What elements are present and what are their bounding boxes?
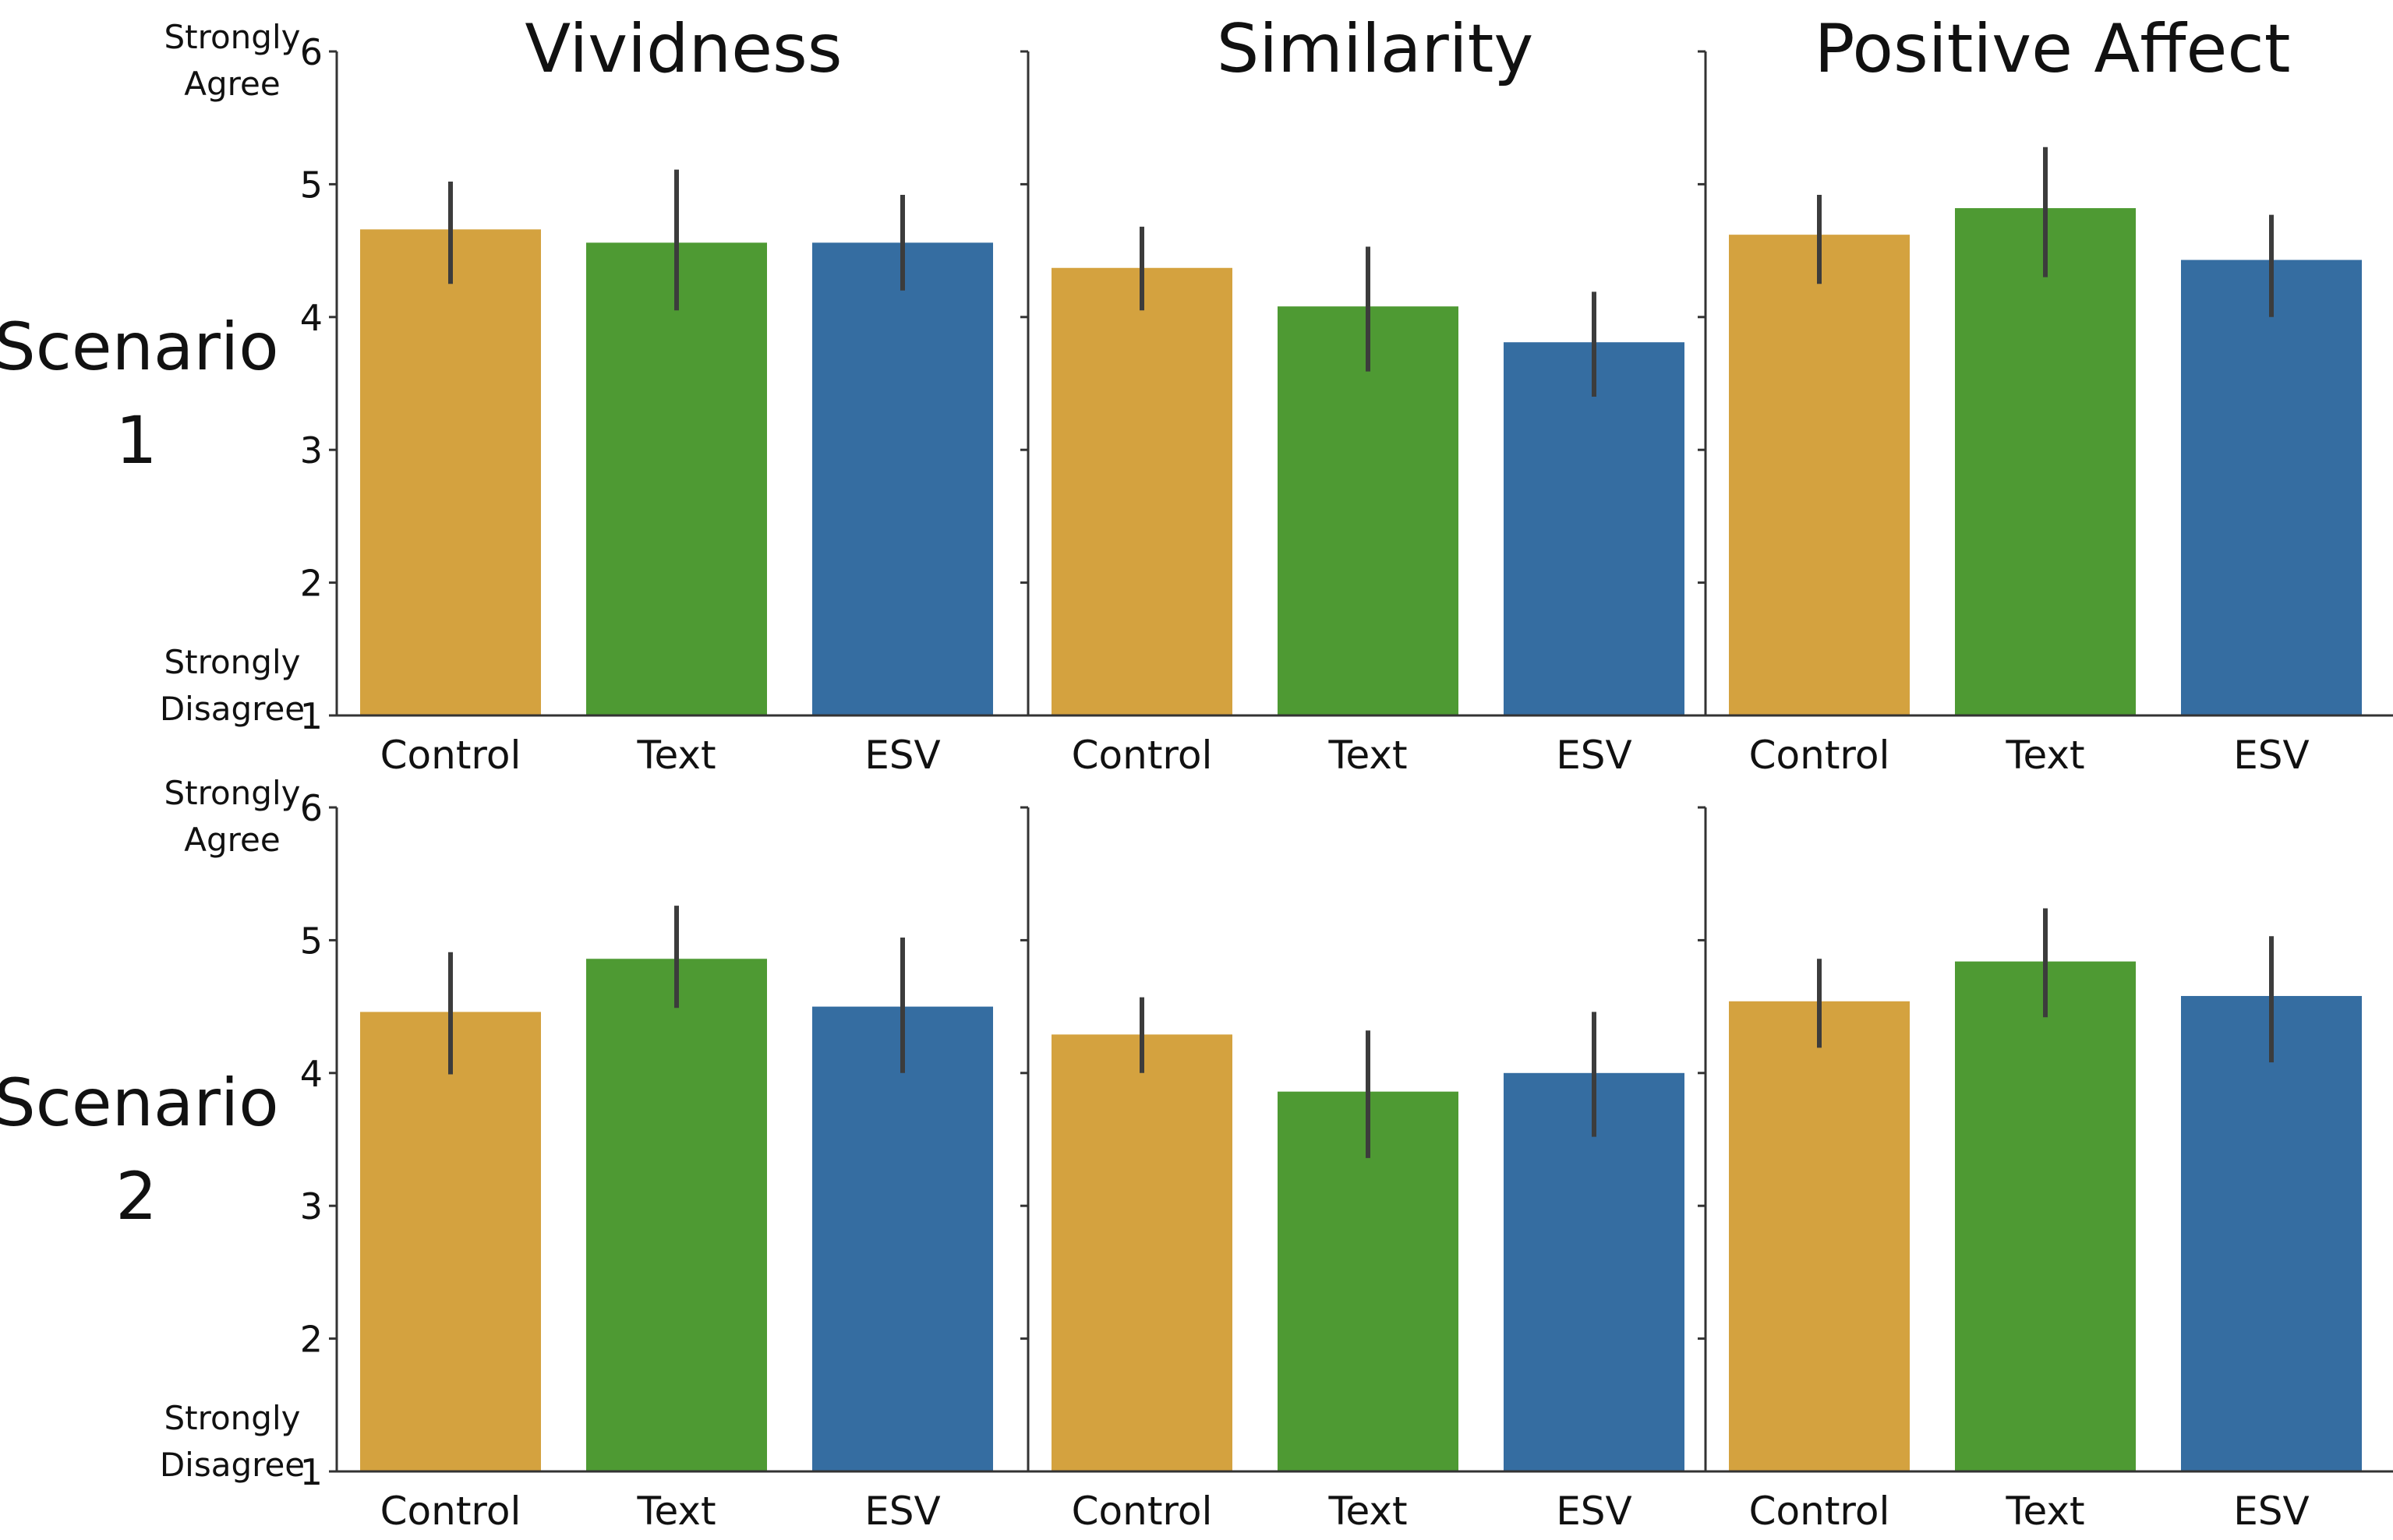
bar: [586, 959, 767, 1471]
bar: [586, 242, 767, 716]
x-tick-label: ESV: [2233, 1489, 2310, 1534]
y-tick-label: 2: [300, 563, 323, 605]
y-tick-label: 4: [300, 1053, 323, 1095]
bar: [1955, 961, 2136, 1471]
bar: [1504, 342, 1684, 715]
row-label: Scenario: [0, 309, 279, 385]
y-tick-label: 6: [300, 31, 323, 73]
bar: [1955, 208, 2136, 715]
bar: [1052, 1034, 1232, 1471]
x-tick-label: Control: [380, 1489, 521, 1534]
bar: [360, 229, 541, 715]
x-tick-label: Text: [1327, 1489, 1407, 1534]
y-anchor-top: Strongly: [164, 774, 301, 812]
y-anchor-bottom: Strongly: [164, 1399, 301, 1437]
x-tick-label: ESV: [1556, 733, 1632, 778]
x-tick-label: Control: [1749, 733, 1890, 778]
bar: [1729, 1001, 1910, 1471]
x-tick-label: Text: [636, 733, 716, 778]
x-tick-label: ESV: [864, 1489, 941, 1534]
y-anchor-top: Strongly: [164, 18, 301, 56]
bar: [812, 242, 993, 716]
column-title: Positive Affect: [1815, 10, 2291, 88]
x-tick-label: Control: [1749, 1489, 1890, 1534]
y-tick-label: 1: [300, 1451, 323, 1493]
x-tick-label: ESV: [864, 733, 941, 778]
bar: [812, 1006, 993, 1471]
x-tick-label: Text: [636, 1489, 716, 1534]
bar: [1729, 235, 1910, 716]
y-tick-label: 6: [300, 787, 323, 829]
y-tick-label: 3: [300, 1185, 323, 1227]
x-tick-label: Control: [1072, 733, 1213, 778]
bar: [2181, 260, 2362, 715]
row-label-number: 2: [115, 1158, 157, 1234]
column-title: Similarity: [1217, 10, 1534, 88]
x-tick-label: Text: [2005, 1489, 2084, 1534]
x-tick-label: Text: [1327, 733, 1407, 778]
row-label: Scenario: [0, 1065, 279, 1141]
bar: [1278, 306, 1458, 716]
y-tick-label: 4: [300, 297, 323, 339]
y-tick-label: 5: [300, 920, 323, 962]
y-anchor-bottom: Disagree: [160, 690, 305, 728]
y-tick-label: 5: [300, 164, 323, 206]
bar: [360, 1012, 541, 1471]
x-tick-label: Control: [1072, 1489, 1213, 1534]
y-tick-label: 2: [300, 1319, 323, 1361]
bar: [1504, 1072, 1684, 1471]
column-title: Vividness: [525, 10, 842, 88]
y-tick-label: 3: [300, 429, 323, 472]
x-tick-label: Control: [380, 733, 521, 778]
x-tick-label: Text: [2005, 733, 2084, 778]
x-tick-label: ESV: [2233, 733, 2310, 778]
bar: [2181, 995, 2362, 1471]
y-anchor-top: Agree: [184, 65, 280, 103]
y-tick-label: 1: [300, 695, 323, 737]
y-anchor-bottom: Strongly: [164, 643, 301, 681]
y-anchor-bottom: Disagree: [160, 1446, 305, 1484]
bar: [1052, 267, 1232, 715]
x-tick-label: ESV: [1556, 1489, 1632, 1534]
y-anchor-top: Agree: [184, 821, 280, 859]
row-label-number: 1: [115, 402, 157, 479]
